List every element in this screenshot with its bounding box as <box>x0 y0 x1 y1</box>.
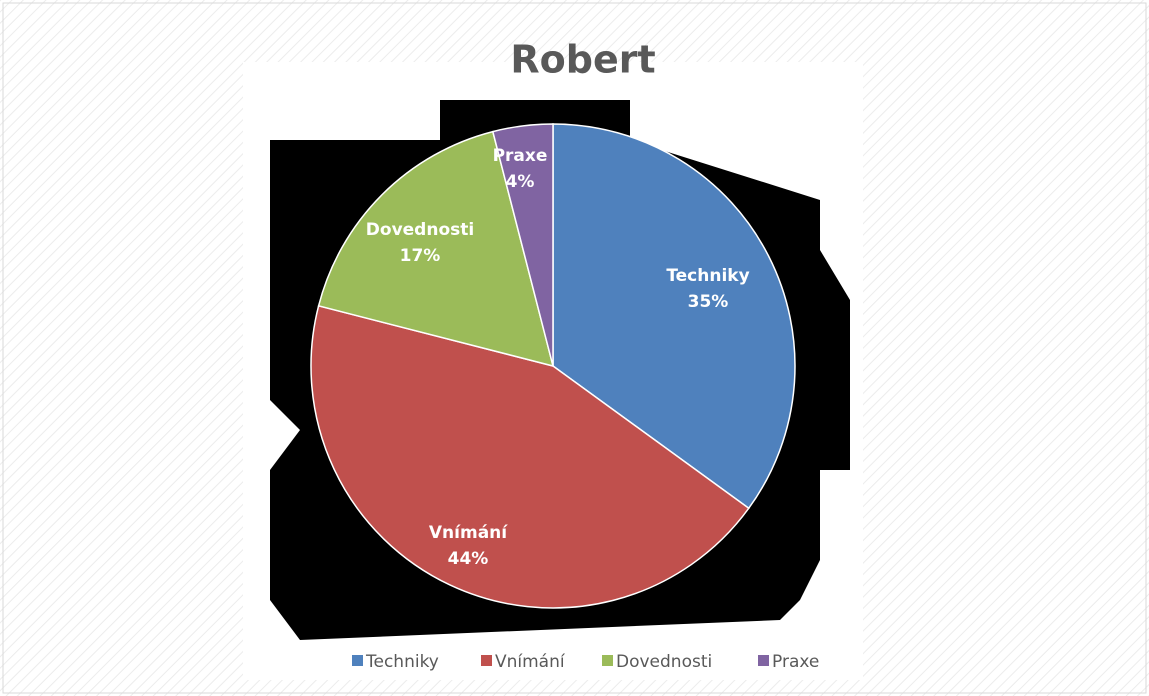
legend-swatch <box>481 655 492 666</box>
data-label: Praxe 4% <box>493 146 548 192</box>
legend: Techniky Vnímání Dovednosti Praxe <box>352 652 819 672</box>
data-label-value: 17% <box>400 246 441 266</box>
legend-swatch <box>602 655 613 666</box>
pie-slice <box>317 130 555 368</box>
legend-swatch <box>352 655 363 666</box>
legend-label: Techniky <box>365 652 439 672</box>
pie: Techniky 35% Vnímání 44% Dovednosti 17% Praxe 4… <box>310 123 796 609</box>
data-label-category: Techniky <box>666 266 749 286</box>
chart-title: Robert <box>510 38 655 82</box>
data-label-value: 44% <box>448 549 489 569</box>
legend-label: Dovednosti <box>616 652 712 672</box>
data-label: Vnímání 44% <box>429 523 508 569</box>
data-label-category: Vnímání <box>429 523 508 543</box>
data-label-value: 4% <box>506 172 535 192</box>
legend-label: Praxe <box>772 652 819 672</box>
data-label-category: Dovednosti <box>366 220 474 240</box>
pie-slice <box>491 123 554 367</box>
legend-swatch <box>758 655 769 666</box>
data-label: Techniky 35% <box>666 266 749 312</box>
data-label: Dovednosti 17% <box>366 220 474 266</box>
data-label-value: 35% <box>688 292 729 312</box>
pie-slice <box>552 123 796 510</box>
data-label-category: Praxe <box>493 146 548 166</box>
legend-label: Vnímání <box>495 652 566 672</box>
pie-slice <box>310 304 750 609</box>
